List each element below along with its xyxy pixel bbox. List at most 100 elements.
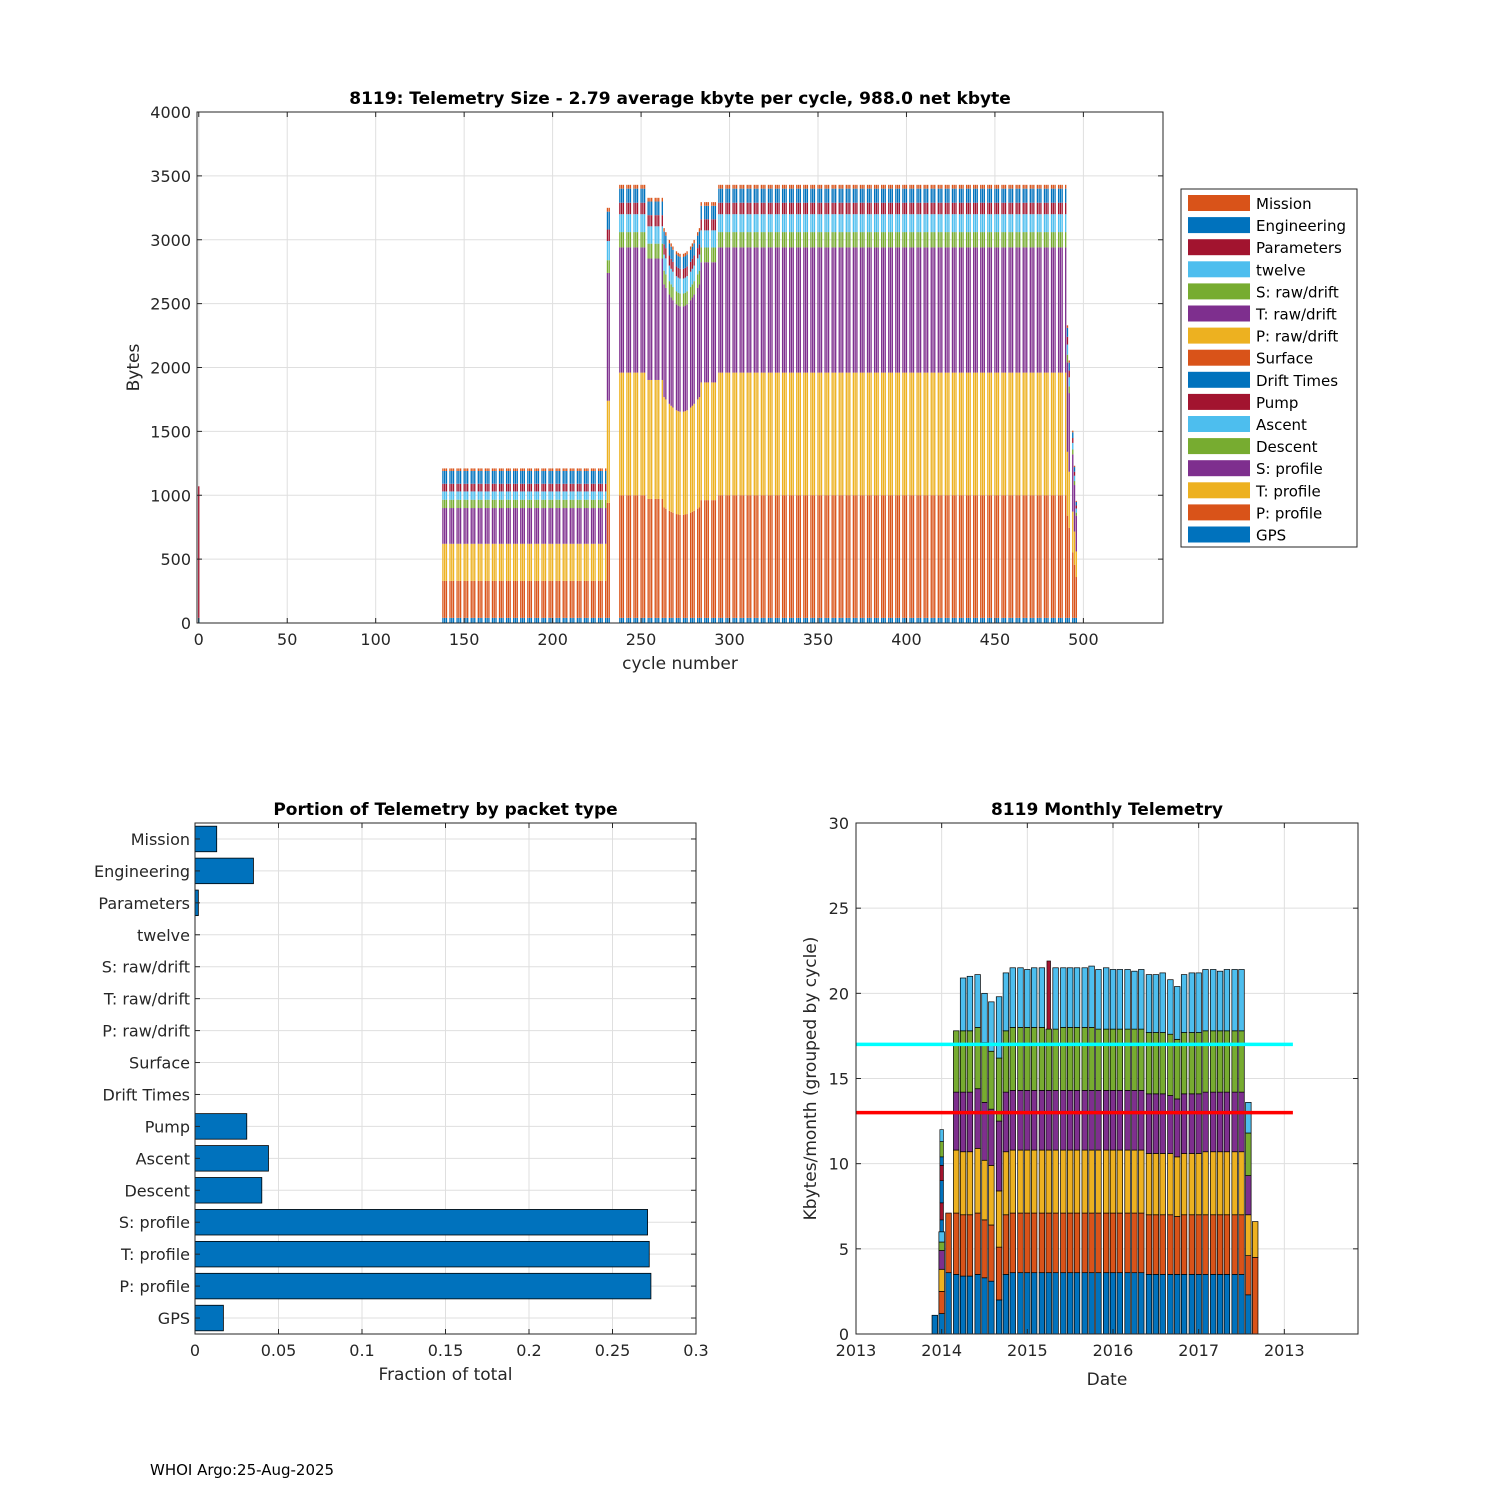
- bar-segment: [976, 214, 978, 233]
- bar-segment: [861, 232, 863, 248]
- bar-segment: [916, 202, 918, 215]
- bar-segment: [712, 205, 715, 220]
- bar-segment: [1010, 184, 1012, 189]
- bar-segment: [698, 507, 701, 618]
- bar-segment: [1009, 1272, 1016, 1335]
- bar-segment: [774, 188, 777, 203]
- bar-segment: [796, 247, 798, 373]
- bar-segment: [1024, 247, 1026, 373]
- bar-segment: [931, 1314, 938, 1335]
- legend-entry: Ascent: [1256, 416, 1307, 434]
- bar-segment: [1075, 577, 1077, 618]
- bar-segment: [743, 214, 745, 233]
- bar-segment: [488, 499, 490, 509]
- bar-segment: [939, 1180, 944, 1204]
- bar-segment: [505, 470, 508, 484]
- bar-segment: [902, 184, 904, 189]
- bar-segment: [721, 617, 724, 623]
- bar-segment: [962, 188, 964, 203]
- bar-segment: [941, 232, 943, 248]
- bar-segment: [973, 372, 975, 496]
- bar-segment: [1116, 1149, 1123, 1214]
- bar-segment: [444, 470, 446, 484]
- category-label: GPS: [158, 1309, 190, 1328]
- bar-segment: [629, 495, 632, 618]
- bar-segment: [996, 214, 998, 233]
- bar-segment: [597, 470, 600, 484]
- bar-segment: [693, 294, 695, 404]
- bar-segment: [827, 214, 830, 233]
- bar-segment: [1043, 232, 1046, 248]
- bar-segment: [826, 247, 828, 373]
- bar-segment: [523, 580, 525, 618]
- bar-segment: [486, 470, 488, 484]
- bar-segment: [727, 617, 729, 623]
- legend-entry: S: profile: [1256, 460, 1323, 478]
- bar-segment: [1073, 467, 1076, 472]
- bar-segment: [973, 184, 975, 189]
- bar-segment: [580, 543, 582, 581]
- bar-segment: [509, 491, 511, 500]
- bar-segment: [576, 470, 579, 484]
- bar-segment: [1238, 1030, 1245, 1093]
- bar-segment: [1068, 527, 1070, 618]
- bar-segment: [677, 256, 679, 268]
- bar-segment: [1047, 617, 1049, 623]
- bar-segment: [854, 232, 856, 248]
- y-tick-label: 4000: [150, 103, 191, 122]
- bar-segment: [750, 188, 752, 203]
- bar-segment: [580, 499, 582, 509]
- bar-segment: [527, 508, 529, 544]
- bar-segment: [918, 247, 920, 373]
- bar-segment: [1017, 202, 1019, 215]
- bar-segment: [1202, 1214, 1209, 1275]
- bar-segment: [932, 247, 934, 373]
- bar-segment: [1245, 1101, 1252, 1134]
- bar-segment: [661, 215, 663, 227]
- bar-segment: [911, 372, 913, 496]
- bar-segment: [1009, 1149, 1016, 1214]
- bar-segment: [502, 499, 504, 509]
- bar-segment: [938, 1241, 945, 1251]
- bar-segment: [541, 491, 543, 500]
- bar-segment: [939, 1156, 944, 1166]
- bar-segment: [934, 232, 936, 248]
- bar-segment: [647, 226, 649, 244]
- bar-segment: [1145, 1153, 1153, 1216]
- bar-segment: [732, 495, 734, 618]
- bar-segment: [875, 184, 878, 189]
- bar-segment: [479, 491, 481, 500]
- bar-segment: [813, 232, 816, 248]
- bar-segment: [1103, 1028, 1110, 1091]
- bar-segment: [1045, 617, 1047, 623]
- bar-segment: [585, 499, 587, 509]
- bar-segment: [1131, 1090, 1138, 1151]
- bar-segment: [686, 304, 688, 411]
- bar-segment: [748, 184, 750, 189]
- bar-segment: [845, 202, 847, 215]
- bar-segment: [895, 495, 897, 618]
- legend-entry: Drift Times: [1256, 372, 1338, 390]
- bar-segment: [1003, 495, 1005, 618]
- bar-segment: [566, 470, 568, 484]
- bar-segment: [544, 508, 547, 544]
- bar-segment: [820, 247, 823, 373]
- bar-segment: [523, 468, 525, 471]
- bar-segment: [925, 617, 927, 623]
- bar-segment: [812, 202, 814, 215]
- bar-segment: [686, 410, 688, 515]
- bar-segment: [573, 617, 575, 623]
- bar-segment: [583, 543, 586, 581]
- bar-segment: [686, 291, 688, 305]
- bar-segment: [571, 499, 573, 509]
- bar-segment: [888, 247, 890, 373]
- bar-segment: [881, 617, 883, 623]
- bar-segment: [1072, 617, 1074, 623]
- bar-segment: [955, 232, 957, 248]
- bar-segment: [1001, 617, 1003, 623]
- bar-segment: [1159, 1274, 1166, 1335]
- bar-segment: [516, 580, 518, 618]
- bar-segment: [873, 495, 876, 618]
- bar-segment: [449, 483, 451, 492]
- bar-segment: [557, 580, 559, 618]
